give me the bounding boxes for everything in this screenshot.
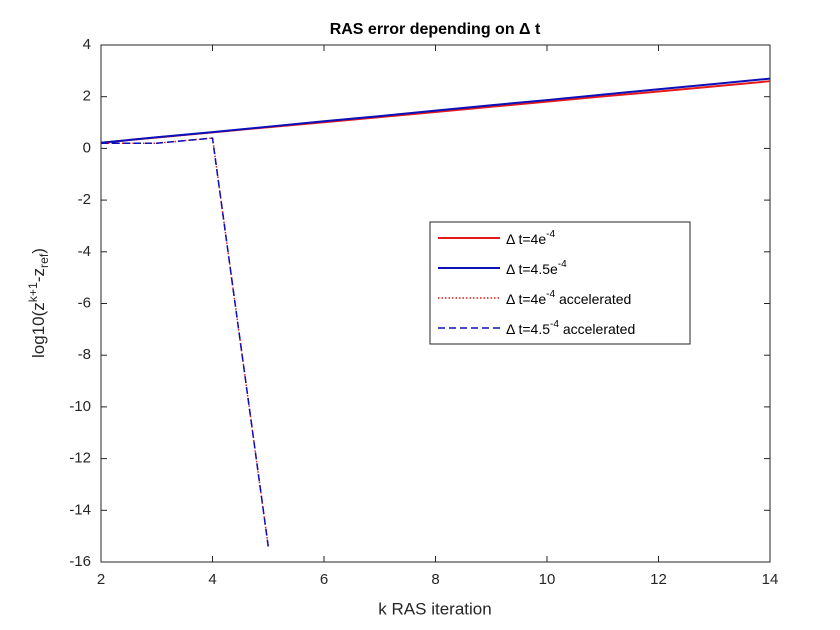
x-tick-label: 4 — [208, 571, 216, 588]
text-part: Δ t=4e — [506, 291, 546, 307]
y-tick-label: -14 — [69, 501, 91, 518]
y-tick-label: 2 — [83, 88, 91, 105]
legend-label: Δ t=4e-4 — [506, 229, 555, 247]
text-part: log10(z — [29, 302, 48, 358]
text-part: ref — [37, 253, 51, 268]
x-tick-label: 8 — [431, 571, 439, 588]
legend-label: Δ t=4.5-4 accelerated — [506, 319, 635, 337]
x-tick-label: 10 — [539, 571, 556, 588]
text-part: -4 — [546, 229, 555, 240]
text-part: -4 — [546, 289, 555, 300]
legend: Δ t=4e-4Δ t=4.5e-4Δ t=4e-4 acceleratedΔ … — [429, 221, 691, 345]
series-line — [100, 77, 771, 144]
x-tick-label: 2 — [97, 571, 105, 588]
text-part: Δ t=4e — [506, 231, 546, 247]
legend-label: Δ t=4e-4 accelerated — [506, 289, 631, 307]
y-tick-label: -4 — [78, 243, 91, 260]
x-tick-label: 12 — [650, 571, 667, 588]
text-part: -4 — [550, 319, 559, 330]
series-line — [101, 137, 269, 547]
text-part: accelerated — [559, 321, 635, 337]
y-axis-label: log10(zk+1-zref) — [26, 248, 51, 358]
y-tick-label: -6 — [78, 294, 91, 311]
text-part: accelerated — [555, 291, 631, 307]
y-tick-label: -8 — [78, 346, 91, 363]
y-tick-label: 4 — [83, 36, 91, 53]
chart-title: RAS error depending on Δ t — [330, 21, 541, 38]
x-axis-label: k RAS iteration — [378, 599, 491, 618]
text-part: Δ t=4.5e — [506, 261, 558, 277]
text-part: Δ t=4.5 — [506, 321, 550, 337]
y-tick-label: -10 — [69, 398, 91, 415]
legend-label: Δ t=4.5e-4 — [506, 259, 567, 277]
legend-box — [429, 221, 691, 345]
text-part: -4 — [558, 259, 567, 270]
text-part: ) — [29, 248, 48, 254]
text-part: -z — [29, 268, 48, 282]
y-tick-label: 0 — [83, 139, 91, 156]
y-tick-label: -16 — [69, 553, 91, 570]
x-tick-label: 6 — [320, 571, 328, 588]
y-tick-label: -2 — [78, 191, 91, 208]
text-part: k+1 — [26, 282, 40, 302]
y-tick-label: -12 — [69, 450, 91, 467]
x-tick-label: 14 — [762, 571, 779, 588]
